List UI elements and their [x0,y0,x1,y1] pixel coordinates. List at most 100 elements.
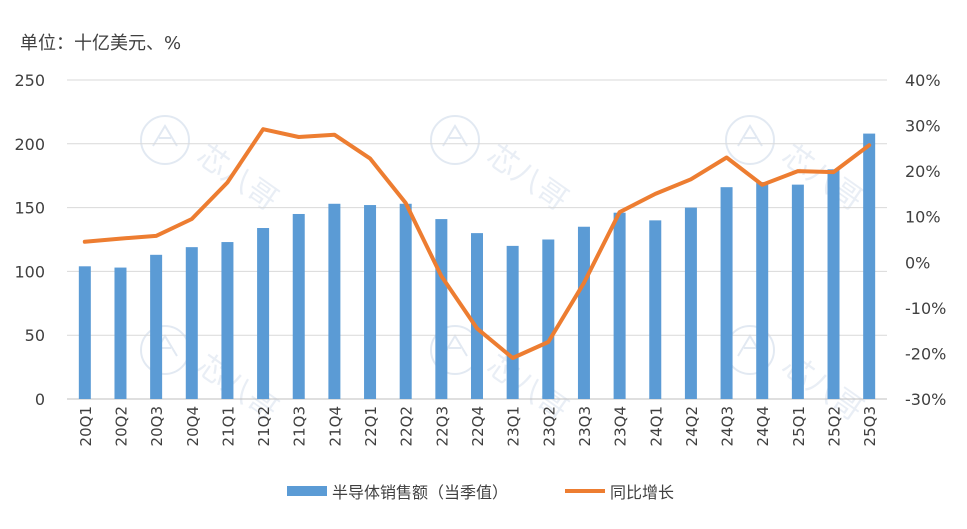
left-tick-label: 0 [35,390,45,409]
x-tick-label: 22Q4 [469,406,487,446]
bar [684,207,697,399]
legend-label-bar: 半导体销售额（当季值） [332,483,508,502]
bar [114,267,127,399]
line-point [512,357,514,359]
right-tick-label: 0% [905,253,930,272]
line-point [84,241,86,243]
left-tick-label: 250 [14,71,45,90]
x-tick-label: 22Q2 [398,406,416,446]
x-tick-label: 21Q3 [291,406,309,446]
right-axis-ticks: -30% -20% -10% 0% 10% 20% 30% 40% [905,71,946,409]
watermark-glyph [442,124,468,147]
left-tick-label: 100 [14,262,45,281]
bar [328,203,341,399]
line-point [868,144,870,146]
bar [435,219,448,399]
left-axis-ticks: 0 50 100 150 200 250 [14,71,45,409]
bar [720,187,733,399]
unit-label: 单位：十亿美元、% [20,33,181,54]
x-tick-label: 24Q2 [683,406,701,446]
x-tick-label: 24Q1 [647,406,665,446]
x-tick-label: 20Q2 [112,406,130,446]
line-point [333,134,335,136]
line-point [583,282,585,284]
line-point [226,182,228,184]
line-point [547,341,549,343]
bar [649,220,662,399]
watermark-text: 芯八哥 [480,348,574,428]
x-tick-label: 21Q4 [326,406,344,446]
right-tick-label: 40% [905,71,941,90]
x-tick-label: 21Q1 [219,406,237,446]
line-point [797,170,799,172]
right-tick-label: -30% [905,390,946,409]
bar [542,239,555,399]
x-tick-label: 22Q1 [362,406,380,446]
legend-label-line: 同比增长 [610,483,674,502]
bar [506,245,519,399]
left-tick-label: 50 [25,326,45,345]
bar [399,203,412,399]
x-tick-label: 20Q4 [184,406,202,446]
bar [613,212,626,399]
right-tick-label: -20% [905,344,946,363]
bar [150,254,163,399]
bar [185,247,198,399]
x-axis-ticks: 20Q1 20Q2 20Q3 20Q4 21Q1 21Q2 21Q3 21Q4 22Q1 22Q2… [77,406,879,446]
line-point [369,157,371,159]
line-point [476,327,478,329]
line-point [726,156,728,158]
bar [257,228,270,399]
legend: 半导体销售额（当季值） 同比增长 [287,483,674,502]
right-tick-label: 30% [905,117,941,136]
x-tick-label: 23Q3 [576,406,594,446]
bar [756,182,769,399]
x-tick-label: 25Q2 [826,406,844,446]
line-point [155,235,157,237]
line-point [833,171,835,173]
left-tick-label: 200 [14,135,45,154]
bar [364,205,377,399]
line-point [262,128,264,130]
legend-swatch-bar [287,486,327,496]
line-series [82,127,872,360]
x-tick-label: 22Q3 [433,406,451,446]
line-point [619,211,621,213]
x-tick-label: 25Q1 [790,406,808,446]
x-tick-label: 24Q4 [754,406,772,446]
line-point [298,136,300,138]
x-tick-label: 23Q1 [505,406,523,446]
watermark-logo: 芯八哥 [430,115,574,218]
watermark-text: 芯八哥 [775,138,869,218]
line-point [761,184,763,186]
line-point [690,178,692,180]
watermark-glyph [737,124,763,147]
x-tick-label: 21Q2 [255,406,273,446]
right-tick-label: -10% [905,299,946,318]
x-tick-label: 25Q3 [861,406,879,446]
bar [78,266,91,399]
left-tick-label: 150 [14,199,45,218]
x-tick-label: 24Q3 [719,406,737,446]
x-tick-label: 23Q2 [540,406,558,446]
watermark-circle [725,115,775,165]
bar [863,133,876,400]
watermark-circle [140,115,190,165]
line-point [119,238,121,240]
x-tick-label: 20Q3 [148,406,166,446]
bar [292,213,305,399]
bar [471,233,483,399]
line-point [440,275,442,277]
bar-series [78,133,876,400]
x-tick-label: 23Q4 [612,406,630,446]
line-point [191,218,193,220]
line-point [405,202,407,204]
watermark-text: 芯八哥 [480,138,574,218]
right-tick-label: 20% [905,162,941,181]
watermark-glyph [152,124,178,147]
line-point [654,193,656,195]
bar [221,242,234,399]
bar [577,226,590,399]
